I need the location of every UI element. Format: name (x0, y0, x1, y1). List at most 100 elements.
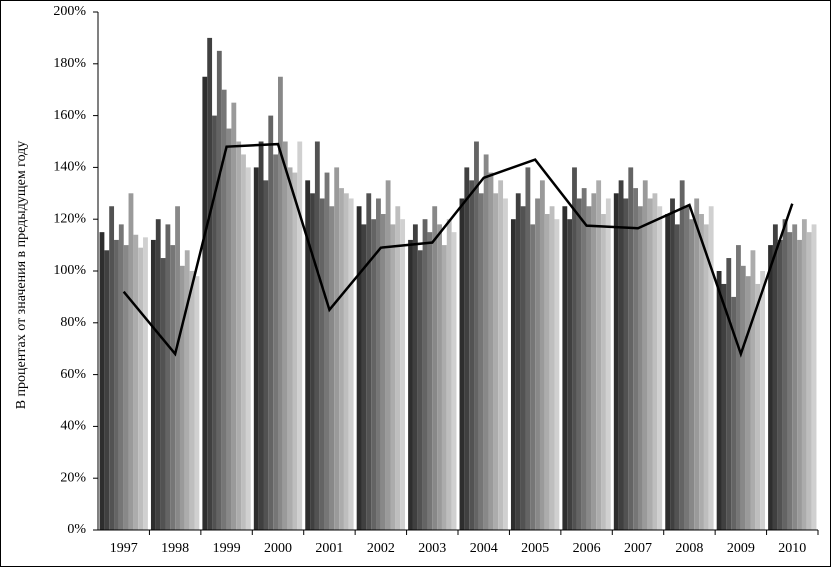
bar (385, 180, 391, 530)
bar (483, 154, 489, 530)
y-tick-label: 180% (53, 56, 86, 71)
bar (268, 115, 274, 530)
bar (703, 224, 709, 530)
bar (356, 206, 362, 530)
y-tick-label: 0% (67, 522, 86, 537)
bar (657, 206, 663, 530)
bar (549, 206, 555, 530)
bar (530, 224, 536, 530)
bar (175, 206, 180, 530)
bar (474, 141, 479, 530)
bar (628, 167, 634, 530)
x-tick-label: 2008 (675, 541, 703, 556)
bar (150, 239, 156, 531)
bar (768, 245, 773, 530)
bar (459, 198, 465, 531)
bar (361, 224, 367, 530)
bar (642, 180, 648, 530)
bar (138, 247, 144, 530)
y-tick-label: 60% (60, 367, 86, 382)
y-tick-label: 100% (53, 263, 86, 278)
bar (226, 128, 232, 531)
bar (478, 193, 484, 531)
bar (427, 232, 433, 530)
bar (133, 234, 139, 531)
bar (605, 198, 611, 531)
bar (618, 180, 624, 530)
bar (498, 180, 504, 530)
bar (241, 154, 246, 530)
bar (750, 250, 756, 530)
bar (665, 214, 671, 530)
bar (591, 193, 597, 531)
bar (189, 271, 195, 530)
x-tick-label: 1999 (213, 541, 241, 556)
bar (613, 193, 619, 531)
bar (334, 167, 340, 530)
bar (647, 198, 653, 531)
bar (488, 172, 494, 530)
bar (278, 76, 283, 530)
bar (782, 219, 788, 530)
bar (716, 271, 722, 530)
bar (339, 188, 344, 530)
bar (263, 180, 269, 530)
bar (699, 214, 704, 530)
bar (806, 232, 812, 530)
bar (581, 188, 587, 530)
bar (390, 224, 396, 530)
bar (184, 250, 190, 530)
bar (736, 245, 741, 530)
bar (760, 271, 766, 530)
bar (726, 258, 732, 530)
bar (160, 258, 166, 530)
bar (731, 296, 737, 530)
bar (258, 141, 264, 530)
bar (777, 239, 783, 531)
bar (245, 167, 251, 530)
bar (432, 206, 438, 530)
bar (297, 141, 303, 530)
bar (118, 224, 124, 530)
bar (787, 232, 793, 530)
bar (305, 180, 311, 530)
bar (520, 206, 526, 530)
bar (273, 154, 278, 530)
bar (310, 193, 315, 531)
bar (319, 198, 325, 531)
bar (623, 198, 629, 531)
bar (366, 193, 372, 531)
bar (633, 188, 638, 530)
line (122, 142, 794, 358)
bar (123, 245, 129, 530)
bar (596, 180, 602, 530)
bar (721, 283, 727, 530)
bar (684, 206, 690, 530)
bar (451, 232, 457, 530)
bar (408, 239, 413, 531)
bar (740, 265, 746, 530)
bar (535, 198, 540, 531)
bar (109, 206, 115, 530)
bar (104, 250, 110, 530)
bar (376, 198, 381, 531)
bar (539, 180, 545, 530)
bar (343, 193, 349, 531)
bar (638, 206, 643, 530)
bar (441, 245, 447, 530)
bar (652, 193, 658, 531)
bar (287, 167, 293, 530)
bar (128, 193, 134, 531)
bar (329, 206, 335, 530)
bar (446, 219, 452, 530)
bar (165, 224, 171, 530)
bar (371, 219, 377, 530)
x-tick-label: 2002 (367, 541, 395, 556)
y-tick-label: 120% (53, 211, 86, 226)
bar (562, 206, 568, 530)
bar (202, 76, 208, 530)
bar (755, 283, 761, 530)
bar (515, 193, 521, 531)
y-tick-label: 20% (60, 470, 86, 485)
